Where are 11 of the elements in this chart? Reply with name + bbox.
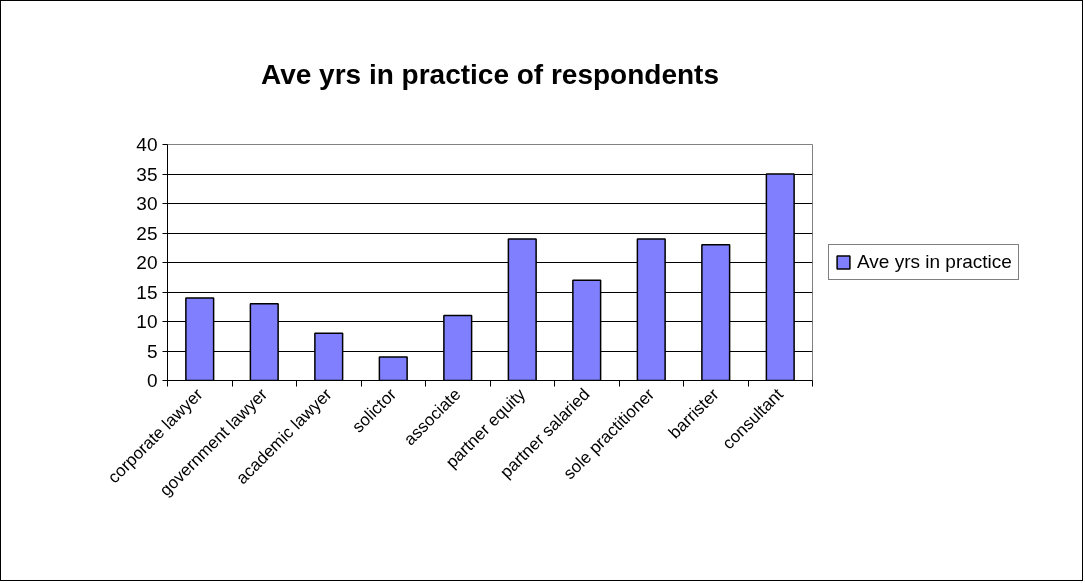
- y-tick-label: 35: [136, 163, 158, 185]
- legend-label: Ave yrs in practice: [857, 251, 1012, 273]
- y-tick-label: 10: [136, 311, 158, 332]
- y-tick-label: 30: [136, 193, 158, 214]
- y-tick-label: 20: [136, 252, 158, 273]
- chart-title: Ave yrs in practice of respondents: [261, 58, 719, 90]
- y-tick-label: 40: [136, 134, 158, 155]
- y-tick-label: 5: [146, 340, 158, 362]
- y-tick-label: 15: [136, 281, 158, 303]
- y-tick-label: 0: [146, 370, 158, 391]
- y-tick-label: 25: [136, 222, 158, 244]
